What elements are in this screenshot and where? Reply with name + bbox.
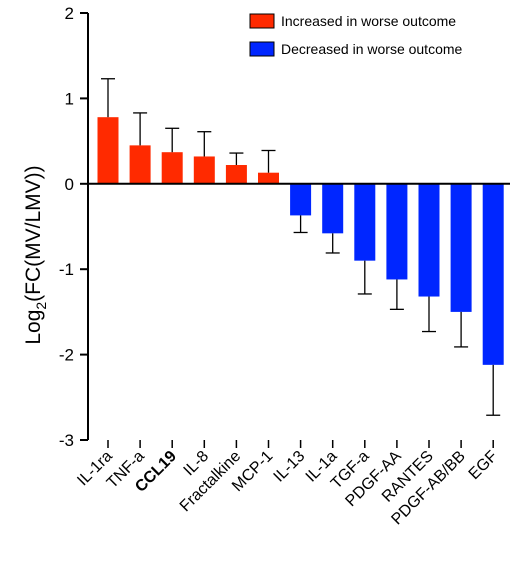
bar-tnf-a [129,145,151,184]
legend-swatch-decreased [249,41,275,57]
error-bar [133,112,148,146]
error-bar [197,131,212,157]
bar-fractalkine [225,165,247,184]
error-bar [486,364,501,416]
bar-il-1a [322,183,344,234]
bar-tgf-a [354,183,376,261]
error-bar [293,215,308,234]
error-bar [422,296,436,333]
legend-item-decreased: Decreased in worse outcome [249,41,463,57]
bar-rantes [418,183,440,297]
error-bar [325,233,340,254]
y-axis-label: Log2(FC(MV/LMV)) [22,165,49,344]
legend-label-increased: Increased in worse outcome [281,13,456,29]
bar-egf [482,183,504,365]
x-category-label: EGF [466,448,501,483]
y-tick-label: 2 [65,4,74,23]
bar-pdgf-aa [386,183,408,280]
legend-swatch-increased [249,13,275,29]
y-tick-label: 0 [65,175,74,194]
error-bar [165,127,180,153]
legend-label-decreased: Decreased in worse outcome [281,41,463,57]
error-bar [357,260,372,295]
axes-layer [80,12,510,448]
x-category-label: IL-13 [271,448,309,486]
y-tick-label: -2 [59,346,74,365]
bar-il-13 [290,183,312,216]
error-bar [229,152,244,166]
bar-pdgf-ab-bb [450,183,472,312]
error-bar [261,149,276,173]
y-tick-label: -1 [59,260,74,279]
error-bar [101,78,115,118]
bar-il-1ra [97,117,119,184]
y-tick-label: -3 [59,431,74,450]
y-tick-labels: -3 -2 -1 0 1 2 [59,4,74,450]
bars-layer [97,117,504,365]
legend: Increased in worse outcome Decreased in … [249,13,463,57]
error-bar [454,311,469,348]
bar-il-8 [193,156,215,184]
error-bar [389,279,404,310]
y-tick-label: 1 [65,89,74,108]
legend-item-increased: Increased in worse outcome [249,13,456,29]
error-bars-layer [101,78,501,416]
bar-mcp-1 [258,172,279,184]
bar-ccl19 [161,152,183,184]
